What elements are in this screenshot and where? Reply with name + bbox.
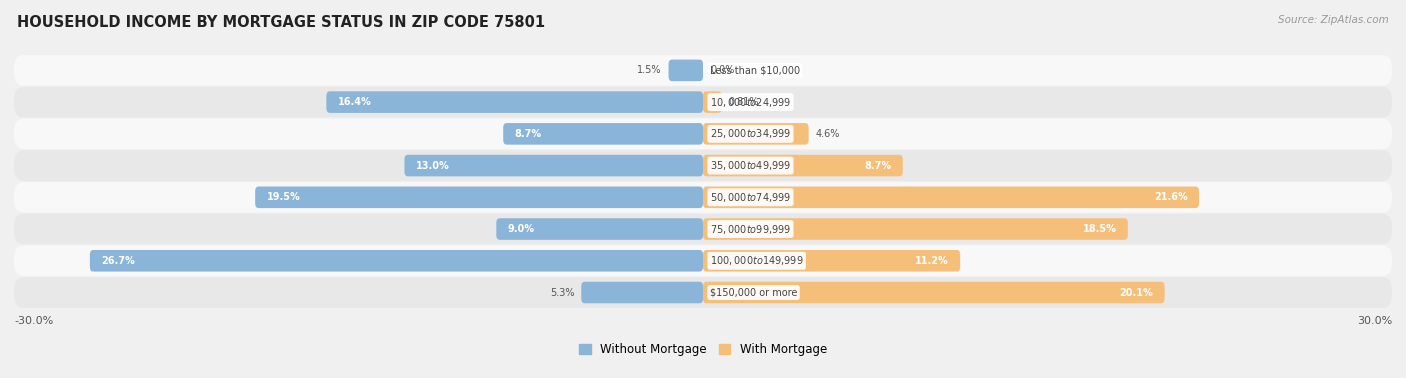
FancyBboxPatch shape xyxy=(14,150,1392,181)
Text: $100,000 to $149,999: $100,000 to $149,999 xyxy=(710,254,803,267)
FancyBboxPatch shape xyxy=(14,214,1392,244)
FancyBboxPatch shape xyxy=(14,246,1392,276)
Text: Source: ZipAtlas.com: Source: ZipAtlas.com xyxy=(1278,15,1389,25)
Text: $10,000 to $24,999: $10,000 to $24,999 xyxy=(710,96,792,108)
FancyBboxPatch shape xyxy=(90,250,703,271)
Text: 0.0%: 0.0% xyxy=(710,65,734,75)
Text: 4.6%: 4.6% xyxy=(815,129,839,139)
Text: 0.81%: 0.81% xyxy=(728,97,759,107)
Text: 8.7%: 8.7% xyxy=(865,161,891,170)
Text: 19.5%: 19.5% xyxy=(267,192,301,202)
FancyBboxPatch shape xyxy=(703,250,960,271)
FancyBboxPatch shape xyxy=(14,182,1392,212)
Text: 5.3%: 5.3% xyxy=(550,288,575,297)
Text: 1.5%: 1.5% xyxy=(637,65,662,75)
Text: 13.0%: 13.0% xyxy=(416,161,450,170)
Text: 16.4%: 16.4% xyxy=(337,97,371,107)
Text: 8.7%: 8.7% xyxy=(515,129,541,139)
FancyBboxPatch shape xyxy=(503,123,703,145)
Text: 9.0%: 9.0% xyxy=(508,224,534,234)
Text: 20.1%: 20.1% xyxy=(1119,288,1153,297)
Text: 21.6%: 21.6% xyxy=(1154,192,1188,202)
FancyBboxPatch shape xyxy=(326,91,703,113)
FancyBboxPatch shape xyxy=(703,91,721,113)
FancyBboxPatch shape xyxy=(703,282,1164,303)
FancyBboxPatch shape xyxy=(703,155,903,177)
Text: $35,000 to $49,999: $35,000 to $49,999 xyxy=(710,159,792,172)
Text: HOUSEHOLD INCOME BY MORTGAGE STATUS IN ZIP CODE 75801: HOUSEHOLD INCOME BY MORTGAGE STATUS IN Z… xyxy=(17,15,546,30)
Legend: Without Mortgage, With Mortgage: Without Mortgage, With Mortgage xyxy=(574,338,832,361)
FancyBboxPatch shape xyxy=(14,119,1392,149)
FancyBboxPatch shape xyxy=(496,218,703,240)
Text: -30.0%: -30.0% xyxy=(14,316,53,326)
Text: $75,000 to $99,999: $75,000 to $99,999 xyxy=(710,223,792,235)
FancyBboxPatch shape xyxy=(703,218,1128,240)
FancyBboxPatch shape xyxy=(405,155,703,177)
FancyBboxPatch shape xyxy=(14,55,1392,85)
FancyBboxPatch shape xyxy=(669,60,703,81)
FancyBboxPatch shape xyxy=(581,282,703,303)
FancyBboxPatch shape xyxy=(703,123,808,145)
Text: 26.7%: 26.7% xyxy=(101,256,135,266)
FancyBboxPatch shape xyxy=(14,87,1392,117)
Text: $25,000 to $34,999: $25,000 to $34,999 xyxy=(710,127,792,140)
FancyBboxPatch shape xyxy=(703,186,1199,208)
Text: $50,000 to $74,999: $50,000 to $74,999 xyxy=(710,191,792,204)
Text: $150,000 or more: $150,000 or more xyxy=(710,288,797,297)
FancyBboxPatch shape xyxy=(256,186,703,208)
FancyBboxPatch shape xyxy=(14,277,1392,308)
Text: Less than $10,000: Less than $10,000 xyxy=(710,65,800,75)
Text: 18.5%: 18.5% xyxy=(1083,224,1116,234)
Text: 11.2%: 11.2% xyxy=(915,256,949,266)
Text: 30.0%: 30.0% xyxy=(1357,316,1392,326)
